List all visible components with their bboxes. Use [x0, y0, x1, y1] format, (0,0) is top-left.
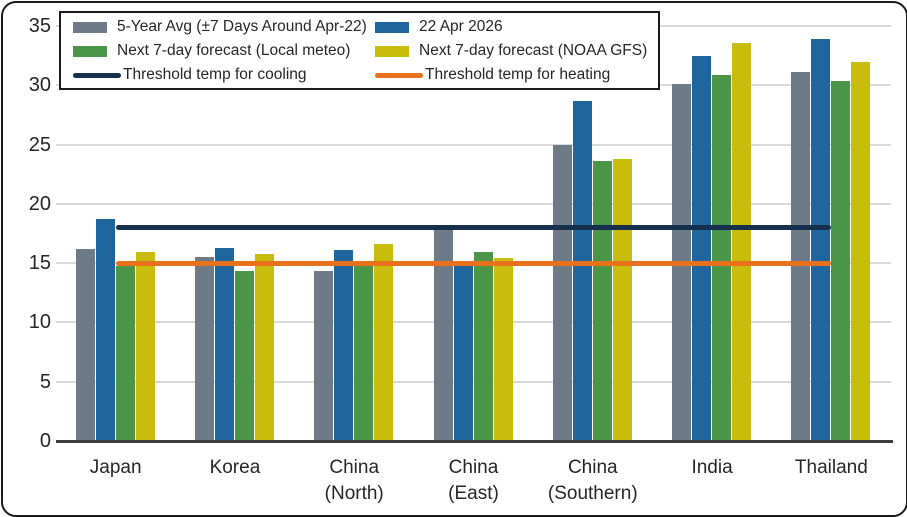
bar-22-apr-2026-korea — [214, 247, 234, 441]
x-axis-category-label: Korea — [209, 457, 261, 478]
bar-next-7-day-forecast-noaa-gfs-thailand — [851, 61, 871, 441]
bar-22-apr-2026-thailand — [811, 39, 831, 441]
bar-next-7-day-forecast-noaa-gfs-china-east — [493, 258, 513, 441]
legend-item-next-7-day-forecast-local-me: Next 7-day forecast (Local meteo) — [73, 39, 375, 63]
legend-item-threshold-temp-for-heating: Threshold temp for heating — [375, 63, 658, 87]
bar-next-7-day-forecast-noaa-gfs-china-southern — [612, 158, 632, 441]
bar-5-year-avg-7-days-around-apr-china-southern — [552, 144, 572, 441]
threshold-line-threshold-temp-for-cooling — [115, 225, 832, 231]
x-axis-category-label: India — [691, 457, 733, 478]
bar-next-7-day-forecast-noaa-gfs-japan — [135, 252, 155, 441]
legend-swatch-5-year-avg-7-days-around-apr — [73, 21, 107, 33]
legend-label: 5-Year Avg (±7 Days Around Apr-22) — [117, 18, 367, 35]
y-axis-tick-label: 35 — [28, 15, 51, 37]
x-axis-category-label: China (North) — [324, 457, 384, 504]
legend-label: Threshold temp for cooling — [123, 66, 307, 83]
bar-22-apr-2026-china-east — [453, 264, 473, 441]
y-axis-tick-label: 5 — [39, 370, 51, 393]
legend-line-swatch-threshold-temp-for-heating — [375, 72, 423, 78]
legend-label: Next 7-day forecast (NOAA GFS) — [419, 42, 648, 59]
y-axis-tick-label: 0 — [39, 430, 51, 452]
y-axis-tick-label: 30 — [28, 74, 51, 97]
bar-next-7-day-forecast-noaa-gfs-india — [732, 42, 752, 441]
legend-swatch-next-7-day-forecast-noaa-gfs — [375, 45, 409, 57]
bar-next-7-day-forecast-local-me-korea — [234, 271, 254, 441]
x-axis-line — [56, 439, 893, 443]
legend-line-swatch-threshold-temp-for-cooling — [73, 72, 121, 78]
legend-item-next-7-day-forecast-noaa-gfs: Next 7-day forecast (NOAA GFS) — [375, 39, 658, 63]
gridline-20 — [56, 202, 891, 205]
legend-item-threshold-temp-for-cooling: Threshold temp for cooling — [73, 63, 375, 87]
bar-22-apr-2026-india — [692, 55, 712, 441]
bar-next-7-day-forecast-local-me-india — [712, 74, 732, 441]
bar-next-7-day-forecast-local-me-china-east — [473, 252, 493, 441]
x-axis-category-label: Japan — [89, 457, 142, 478]
bar-5-year-avg-7-days-around-apr-thailand — [791, 72, 811, 441]
bar-next-7-day-forecast-local-me-thailand — [831, 80, 851, 441]
y-axis-tick-label: 15 — [28, 252, 51, 275]
plot-area: 0 5 10 15 20 25 30 35 Japan Korea China (North) Chi… — [3, 3, 906, 515]
bar-5-year-avg-7-days-around-apr-japan — [75, 248, 95, 441]
legend-label: Threshold temp for heating — [425, 66, 611, 83]
bar-5-year-avg-7-days-around-apr-china-east — [433, 228, 453, 441]
bar-next-7-day-forecast-local-me-japan — [115, 265, 135, 441]
legend-swatch-22-apr-2026 — [375, 21, 409, 33]
y-axis-tick-label: 25 — [28, 133, 51, 156]
legend-swatch-next-7-day-forecast-local-me — [73, 45, 107, 57]
x-axis-category-label: Thailand — [794, 457, 868, 478]
bar-next-7-day-forecast-noaa-gfs-korea — [254, 253, 274, 441]
x-axis-category-label: China (East) — [448, 457, 499, 504]
bar-22-apr-2026-japan — [95, 219, 115, 441]
y-axis-tick-label: 10 — [28, 311, 51, 334]
legend-item-22-apr-2026: 22 Apr 2026 — [375, 15, 658, 39]
bar-5-year-avg-7-days-around-apr-korea — [194, 257, 214, 441]
threshold-line-threshold-temp-for-heating — [115, 260, 832, 266]
legend-label: Next 7-day forecast (Local meteo) — [117, 42, 351, 59]
bar-5-year-avg-7-days-around-apr-china-north — [314, 271, 334, 441]
y-axis-tick-label: 20 — [28, 192, 51, 215]
bar-next-7-day-forecast-local-me-china-southern — [592, 161, 612, 441]
legend-item-5-year-avg-7-days-around-apr: 5-Year Avg (±7 Days Around Apr-22) — [73, 15, 375, 39]
bar-next-7-day-forecast-noaa-gfs-china-north — [374, 244, 394, 441]
bar-22-apr-2026-china-north — [334, 250, 354, 441]
chart-legend: 5-Year Avg (±7 Days Around Apr-22) 22 Apr… — [59, 11, 660, 90]
legend-label: 22 Apr 2026 — [419, 18, 503, 35]
x-axis-category-label: China (Southern) — [547, 457, 638, 504]
bar-next-7-day-forecast-local-me-china-north — [354, 264, 374, 441]
bar-22-apr-2026-china-southern — [572, 100, 592, 441]
gridline-25 — [56, 143, 891, 146]
